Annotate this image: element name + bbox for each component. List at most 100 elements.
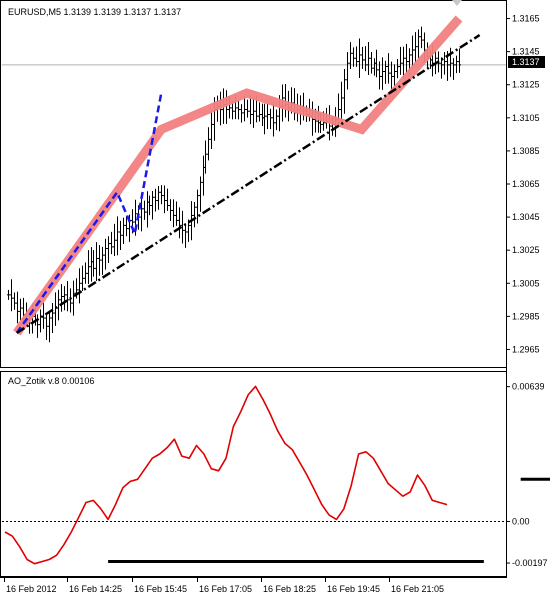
time-tick-label: 16 Feb 14:25 <box>69 584 122 594</box>
ohlc-bar <box>148 195 151 216</box>
ohlc-bar <box>252 97 255 128</box>
current-price-label: 1.3137 <box>512 57 540 67</box>
ohlc-bar <box>399 46 402 75</box>
ohlc-bar <box>411 35 414 68</box>
price-tick-label: 1.2965 <box>512 344 540 354</box>
ohlc-bar <box>405 43 408 74</box>
ohlc-bar <box>48 310 51 343</box>
ohlc-bar <box>184 223 187 248</box>
ohlc-bar <box>16 291 19 324</box>
ohlc-bar <box>207 127 210 161</box>
ohlc-bar <box>246 99 249 118</box>
time-tick-label: 16 Feb 2012 <box>6 584 57 594</box>
ohlc-bar <box>243 96 246 122</box>
ohlc-bar <box>240 104 243 123</box>
price-tick-label: 1.3145 <box>512 47 540 57</box>
ohlc-bar <box>66 281 69 312</box>
ohlc-bar <box>414 32 417 64</box>
ohlc-bar <box>402 46 405 79</box>
zigzag-line <box>15 92 163 334</box>
ohlc-bar <box>95 242 98 281</box>
ohlc-bar <box>119 220 122 251</box>
ohlc-bar <box>193 202 196 228</box>
ohlc-bar <box>101 246 104 275</box>
price-tick-label: 1.3005 <box>512 278 540 288</box>
indicator-tick-label: -0.00197 <box>512 558 548 568</box>
ohlc-bar <box>154 188 157 212</box>
ohlc-bar <box>151 190 154 220</box>
ohlc-bar <box>45 312 48 340</box>
ohlc-bar <box>98 245 101 276</box>
ohlc-bar <box>375 49 378 78</box>
ohlc-bar <box>346 51 349 90</box>
ohlc-bar <box>443 51 446 75</box>
ohlc-bar <box>78 268 81 304</box>
price-tick-label: 1.3105 <box>512 113 540 123</box>
ohlc-bar <box>249 95 252 125</box>
ohlc-bar <box>166 188 169 211</box>
ohlc-bar <box>237 100 240 120</box>
time-axis: 16 Feb 2012 16 Feb 14:25 16 Feb 15:45 16 Fe… <box>0 577 507 594</box>
ohlc-bar <box>381 57 384 90</box>
time-tick-label: 16 Feb 19:45 <box>327 584 380 594</box>
ohlc-bar <box>7 289 10 300</box>
current-price-badge <box>508 56 545 68</box>
price-tick-label: 1.3165 <box>512 14 540 24</box>
ohlc-bar <box>60 284 63 312</box>
ohlc-bar <box>116 216 119 256</box>
ohlc-bar <box>107 236 110 263</box>
ohlc-bar <box>364 46 367 72</box>
ohlc-bar <box>378 61 381 90</box>
time-tick-label: 16 Feb 15:45 <box>134 584 187 594</box>
ohlc-bar <box>87 250 90 285</box>
ohlc-bar <box>266 103 269 130</box>
ohlc-bar <box>181 210 184 244</box>
ohlc-bar <box>440 57 443 79</box>
ohlc-bar <box>172 199 175 228</box>
ohlc-bar <box>204 140 207 174</box>
ohlc-bar <box>69 288 72 313</box>
ohlc-bar <box>196 189 199 224</box>
price-overlays <box>13 15 481 336</box>
price-tick-label: 1.3085 <box>512 146 540 156</box>
indicator-line-group <box>4 385 448 565</box>
ohlc-bar <box>393 64 396 87</box>
ohlc-bar <box>81 265 84 292</box>
price-tick-label: 1.2985 <box>512 311 540 321</box>
ohlc-bar <box>349 42 352 70</box>
ohlc-bar <box>199 176 202 212</box>
price-tick-label: 1.3045 <box>512 212 540 222</box>
ohlc-bar <box>187 219 190 242</box>
ohlc-bar <box>390 61 393 93</box>
ohlc-bar <box>178 207 181 239</box>
trendline-line <box>16 34 481 334</box>
ohlc-bar <box>272 103 275 137</box>
price-axis: 1.3165 1.3145 1.3125 1.3105 1.3085 1.3065 1.30… <box>2 14 540 354</box>
indicator-levels <box>108 477 550 564</box>
ohlc-bar <box>258 102 261 122</box>
ohlc-bar <box>63 286 66 311</box>
ohlc-bar <box>275 109 278 131</box>
ohlc-bar <box>420 26 423 49</box>
ohlc-bar <box>104 238 107 270</box>
time-tick-label: 16 Feb 17:05 <box>199 584 252 594</box>
chart-shift-icon[interactable] <box>452 0 462 6</box>
ohlc-bar <box>340 81 343 124</box>
ohlc-bar <box>169 199 172 221</box>
ohlc-bar <box>13 292 16 310</box>
ohlc-bar <box>417 29 420 59</box>
ohlc-bar <box>157 185 160 210</box>
ohlc-bar <box>231 101 234 120</box>
ohlc-bar <box>51 302 54 334</box>
ohlc-bar <box>358 38 361 79</box>
ohlc-bar <box>143 200 146 220</box>
ohlc-bar <box>175 201 178 226</box>
price-panel-title: EURUSD,M5 1.3139 1.3139 1.3137 1.3137 <box>8 7 181 17</box>
time-tick-label: 16 Feb 21:05 <box>391 584 444 594</box>
ohlc-bar <box>384 60 387 84</box>
ohlc-bar <box>387 53 390 84</box>
ohlc-bar <box>84 262 87 284</box>
price-tick-label: 1.3065 <box>512 179 540 189</box>
ohlc-bar <box>163 185 166 214</box>
